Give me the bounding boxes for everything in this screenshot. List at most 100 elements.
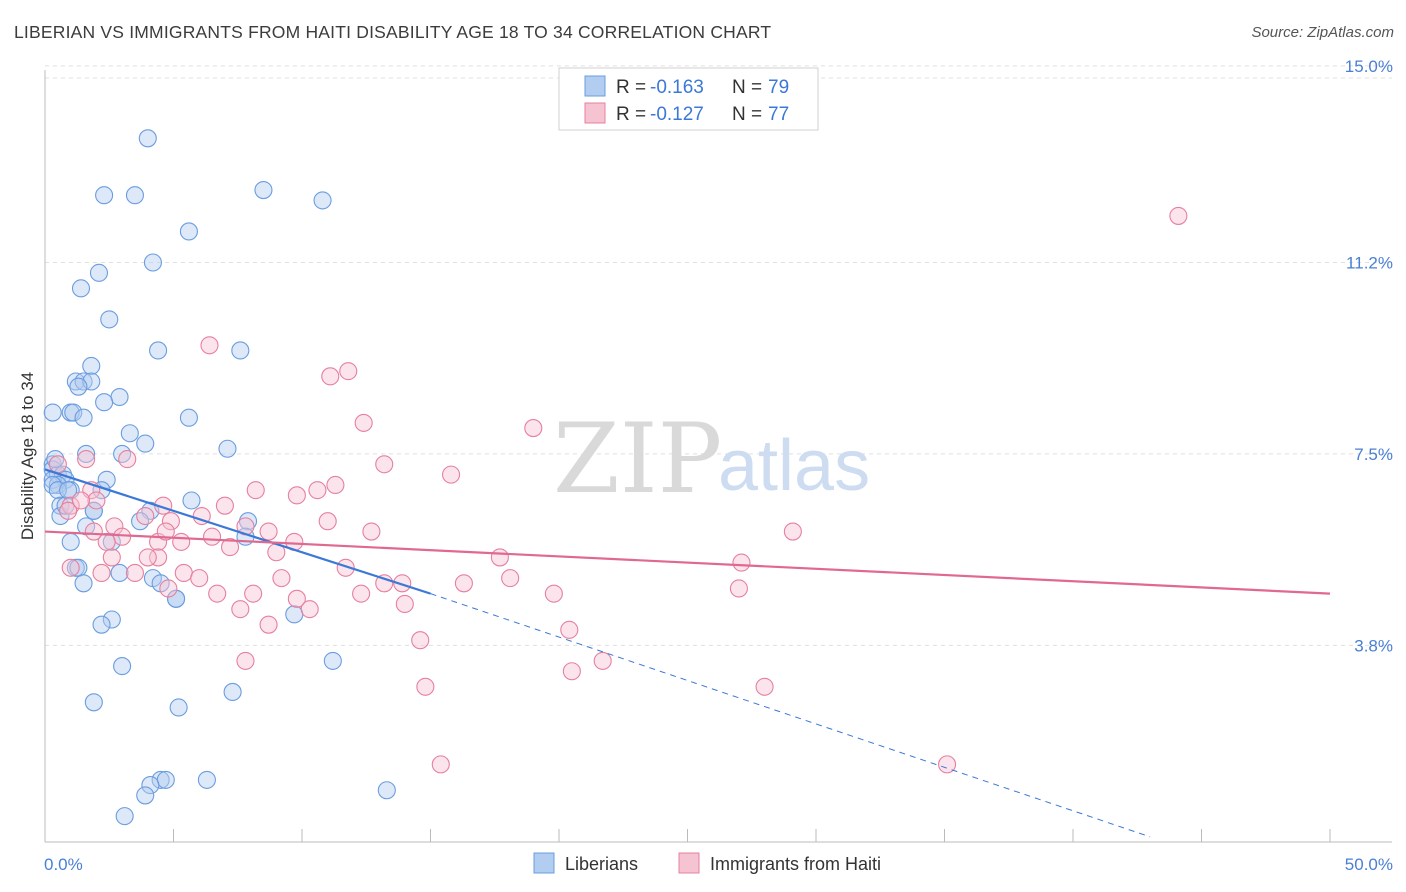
x-tick-label-min: 0.0%: [44, 855, 83, 874]
point-s0-0: [138, 129, 157, 148]
point-s0-78: [102, 532, 121, 551]
x-ticks: [44, 829, 1331, 842]
point-s0-63: [323, 651, 342, 670]
watermark-atlas: atlas: [718, 426, 870, 506]
point-s0-73: [136, 786, 155, 805]
x-tick-label-max: 50.0%: [1345, 855, 1393, 874]
point-s0-6: [143, 253, 162, 272]
legend-r-value-1: -0.163: [650, 77, 704, 98]
trend-lines: [44, 468, 1331, 838]
point-s0-59: [167, 589, 186, 608]
point-s1-65: [560, 620, 579, 639]
point-s0-21: [64, 403, 83, 422]
point-s1-71: [755, 677, 774, 696]
y-tick-label-2: 11.2%: [1346, 253, 1393, 272]
y-axis-label: Disability Age 18 to 34: [18, 372, 37, 540]
point-s1-46: [125, 563, 144, 582]
point-s1-43: [336, 558, 355, 577]
point-s0-7: [89, 263, 109, 282]
point-s1-56: [544, 584, 563, 603]
point-s0-28: [113, 444, 132, 463]
point-s1-63: [231, 600, 250, 619]
point-s1-49: [272, 569, 291, 588]
y-tick-label-0: 3.8%: [1354, 636, 1393, 655]
point-s1-51: [454, 574, 473, 593]
point-s1-76: [71, 491, 91, 510]
point-s0-4: [313, 191, 332, 210]
point-s1-36: [220, 538, 240, 557]
point-s0-62: [92, 615, 111, 634]
point-s0-49: [131, 512, 150, 531]
point-s0-24: [120, 424, 139, 443]
legend-swatch-liberians: [584, 75, 606, 97]
point-s0-16: [69, 377, 88, 396]
point-s1-59: [208, 584, 227, 603]
point-s1-21: [161, 512, 180, 531]
chart-title: LIBERIAN VS IMMIGRANTS FROM HAITI DISABI…: [14, 22, 772, 42]
point-s0-25: [136, 434, 155, 453]
point-s0-75: [59, 481, 78, 500]
point-s1-42: [138, 548, 157, 567]
point-s0-67: [169, 698, 188, 717]
point-s1-20: [136, 506, 155, 526]
point-s0-48: [238, 512, 258, 531]
point-s0-66: [84, 693, 103, 712]
point-s1-72: [431, 755, 450, 774]
watermark: ZIP atlas: [553, 403, 870, 515]
bottom-legend-liberians: Liberians: [565, 854, 638, 874]
y-tick-labels: 3.8% 7.5% 11.2% 15.0%: [1345, 57, 1393, 656]
point-s0-5: [179, 222, 198, 241]
point-s0-39: [48, 481, 67, 500]
point-s0-19: [43, 403, 62, 422]
point-s1-60: [287, 589, 306, 608]
point-s0-51: [61, 532, 80, 551]
legend-n-value-1: 79: [768, 77, 789, 98]
bottom-legend-haiti: Immigrants from Haiti: [710, 854, 881, 874]
axes: [44, 70, 1392, 843]
point-s1-28: [783, 522, 802, 541]
legend-r-label-1: R =: [616, 77, 646, 98]
point-s1-50: [501, 569, 520, 588]
legend-box: R = -0.163 N = 79 R = -0.127 N = 77: [558, 67, 819, 131]
point-s0-71: [141, 776, 160, 795]
point-s1-40: [149, 548, 168, 567]
point-s1-61: [395, 594, 414, 614]
point-s1-38: [490, 548, 509, 567]
point-s1-1: [200, 336, 219, 355]
point-s1-5: [524, 419, 543, 438]
point-s1-55: [729, 579, 748, 598]
point-s1-64: [259, 615, 278, 634]
point-s1-74: [156, 522, 175, 541]
point-s1-4: [354, 413, 373, 432]
point-s0-68: [151, 770, 170, 789]
point-s1-57: [352, 584, 371, 603]
point-s1-67: [593, 651, 612, 670]
point-s0-17: [110, 387, 129, 407]
point-s0-3: [125, 186, 144, 205]
point-s1-70: [416, 677, 435, 696]
point-s0-61: [102, 610, 121, 629]
point-s1-11: [326, 475, 345, 495]
point-s1-47: [190, 569, 209, 588]
point-s1-16: [61, 496, 80, 515]
point-s1-2: [339, 362, 358, 381]
point-s1-58: [244, 584, 263, 603]
point-s1-66: [411, 631, 430, 650]
point-s0-74: [115, 807, 134, 826]
point-s1-3: [321, 367, 340, 386]
bottom-legend: Liberians Immigrants from Haiti: [533, 852, 881, 874]
point-s1-32: [172, 532, 191, 551]
point-s1-31: [203, 527, 222, 546]
point-s1-9: [442, 465, 461, 484]
point-s0-13: [66, 372, 85, 391]
point-s0-14: [74, 372, 93, 391]
point-s0-64: [113, 657, 132, 676]
legend-n-value-2: 77: [768, 104, 789, 125]
point-s0-60: [285, 605, 304, 624]
point-s0-54: [110, 563, 129, 582]
point-s0-76: [46, 450, 65, 469]
point-s1-68: [236, 651, 255, 670]
point-s1-8: [118, 450, 137, 469]
y-tick-label-1: 7.5%: [1354, 445, 1393, 464]
